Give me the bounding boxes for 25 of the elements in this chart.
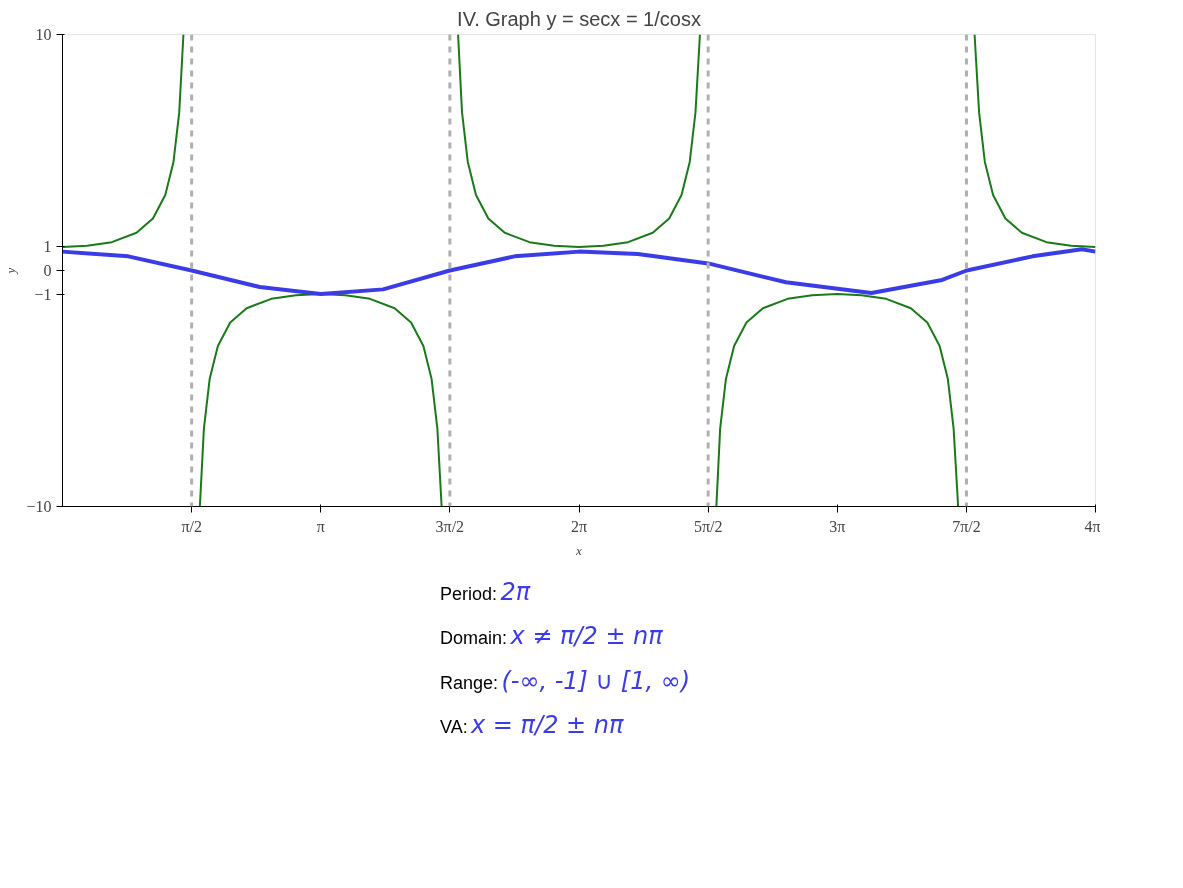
x-tick-label: 7π/2 bbox=[952, 517, 981, 535]
x-tick-label: π/2 bbox=[181, 517, 202, 535]
y-tick-label: −1 bbox=[34, 285, 52, 303]
y-tick-label: 1 bbox=[43, 238, 52, 256]
text: 2π bbox=[500, 578, 531, 606]
x-tick-label: 5π/2 bbox=[693, 517, 723, 535]
x-tick-label: 2π bbox=[570, 517, 588, 535]
chart-title: IV. Graph y = secx = 1/cosx bbox=[457, 7, 701, 30]
x-tick-label: 3π/2 bbox=[435, 517, 465, 535]
x-tick-label: 4π bbox=[1084, 517, 1101, 535]
x-axis-title: x bbox=[575, 542, 583, 558]
y-tick-label: −10 bbox=[26, 498, 52, 515]
y-tick-label: 0 bbox=[43, 262, 52, 279]
text: Period: bbox=[440, 584, 498, 604]
y-axis-title: y bbox=[3, 267, 19, 276]
text: (-∞, -1] ∪ [1, ∞) bbox=[501, 666, 691, 695]
x-tick-label: 3π bbox=[829, 517, 846, 535]
line-series bbox=[62, 247, 1096, 297]
text: Domain: bbox=[440, 628, 508, 649]
text: x = π/2 ± nπ bbox=[471, 710, 624, 739]
text: VA: bbox=[440, 716, 468, 737]
y-tick-label: 10 bbox=[35, 26, 52, 43]
text: Range: bbox=[440, 672, 499, 693]
x-tick-label: π bbox=[316, 517, 325, 535]
text: x ≠ π/2 ± nπ bbox=[510, 622, 663, 651]
